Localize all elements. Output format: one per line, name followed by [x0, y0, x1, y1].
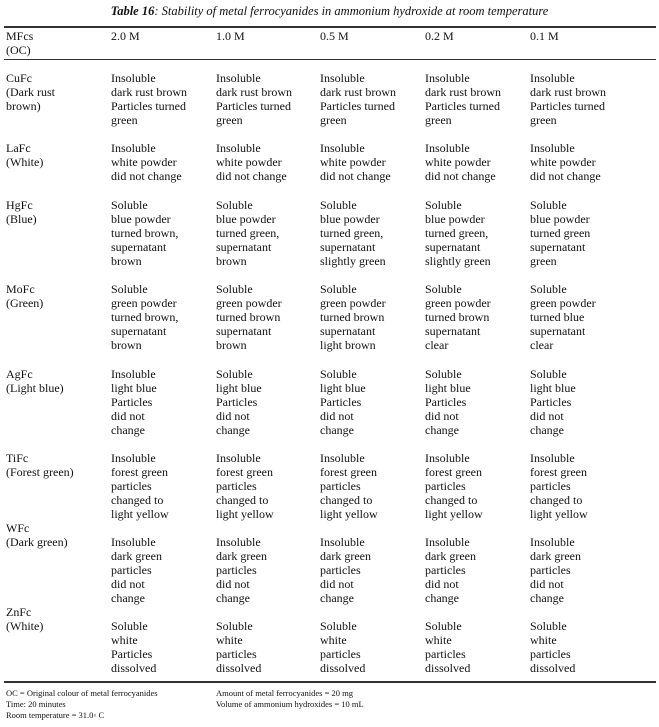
table-cell: Insoluble forest green particles changed… — [320, 451, 378, 521]
header-rule — [4, 59, 656, 60]
column-header-concentration: 1.0 M — [216, 29, 245, 43]
table-cell: Soluble blue powder turned brown, supern… — [111, 198, 179, 268]
table-cell: Insoluble dark green particles did not c… — [111, 535, 162, 605]
table-cell: Insoluble dark green particles did not c… — [320, 535, 371, 605]
row-label: WFc (Dark green) — [6, 521, 68, 549]
row-label: MoFc (Green) — [6, 282, 44, 310]
table-caption: : Stability of metal ferrocyanides in am… — [154, 4, 549, 18]
table-cell: Soluble green powder turned blue superna… — [530, 282, 596, 352]
table-cell: Soluble blue powder turned green, supern… — [216, 198, 280, 268]
table-cell: Insoluble forest green particles changed… — [425, 451, 483, 521]
table-cell: Insoluble forest green particles changed… — [530, 451, 588, 521]
table-cell: Insoluble dark rust brown Particles turn… — [425, 71, 501, 127]
table-cell: Soluble light blue Particles did not cha… — [425, 367, 471, 437]
table-title: Table 16: Stability of metal ferrocyanid… — [0, 4, 659, 19]
table-cell: Insoluble white powder did not change — [320, 141, 391, 183]
table-cell: Soluble green powder turned brown supern… — [320, 282, 386, 352]
row-label: AgFc (Light blue) — [6, 367, 64, 395]
bottom-rule — [4, 681, 656, 683]
footnotes-left: OC = Original colour of metal ferrocyani… — [6, 688, 158, 720]
table-number: Table 16 — [110, 4, 155, 18]
top-rule — [4, 26, 656, 28]
table-cell: Soluble blue powder turned green superna… — [530, 198, 591, 268]
footnotes-right: Amount of metal ferrocyanides = 20 mg Vo… — [216, 688, 364, 709]
column-header-concentration: 2.0 M — [111, 29, 140, 43]
table-cell: Insoluble dark rust brown Particles turn… — [320, 71, 396, 127]
table-cell: Soluble white particles dissolved — [216, 619, 262, 675]
table-cell: Insoluble white powder did not change — [216, 141, 287, 183]
table-cell: Insoluble forest green particles changed… — [216, 451, 274, 521]
table-cell: Insoluble white powder did not change — [111, 141, 182, 183]
table-cell: Soluble white Particles dissolved — [111, 619, 157, 675]
table-cell: Soluble white particles dissolved — [320, 619, 366, 675]
table-cell: Insoluble dark rust brown Particles turn… — [530, 71, 606, 127]
table-cell: Soluble green powder turned brown supern… — [425, 282, 491, 352]
table-cell: Soluble light blue Particles did not cha… — [530, 367, 576, 437]
table-cell: Insoluble white powder did not change — [425, 141, 496, 183]
table-cell: Insoluble dark rust brown Particles turn… — [216, 71, 292, 127]
table-cell: Insoluble dark green particles did not c… — [530, 535, 581, 605]
table-cell: Insoluble dark green particles did not c… — [425, 535, 476, 605]
table-cell: Soluble blue powder turned green, supern… — [320, 198, 386, 268]
column-header-concentration: 0.2 M — [425, 29, 454, 43]
column-header-concentration: 0.5 M — [320, 29, 349, 43]
table-cell: Soluble blue powder turned green, supern… — [425, 198, 491, 268]
column-header-mfcs: MFcs (OC) — [6, 29, 34, 57]
row-label: CuFc (Dark rust brown) — [6, 71, 55, 113]
table-cell: Soluble light blue Particles did not cha… — [320, 367, 366, 437]
table-cell: Soluble white particles dissolved — [425, 619, 471, 675]
table-cell: Soluble green powder turned brown supern… — [216, 282, 282, 352]
column-header-concentration: 0.1 M — [530, 29, 559, 43]
table-cell: Insoluble white powder did not change — [530, 141, 601, 183]
row-label: LaFc (White) — [6, 141, 44, 169]
table-cell: Insoluble dark rust brown Particles turn… — [111, 71, 187, 127]
table-cell: Insoluble forest green particles changed… — [111, 451, 169, 521]
table-cell: Soluble light blue Particles did not cha… — [216, 367, 262, 437]
row-label: ZnFc (White) — [6, 605, 44, 633]
table-cell: Soluble white particles dissolved — [530, 619, 576, 675]
table-cell: Insoluble light blue Particles did not c… — [111, 367, 157, 437]
row-label: TiFc (Forest green) — [6, 451, 74, 479]
table-cell: Insoluble dark green particles did not c… — [216, 535, 267, 605]
row-label: HgFc (Blue) — [6, 198, 37, 226]
table-cell: Soluble green powder turned brown, super… — [111, 282, 179, 352]
